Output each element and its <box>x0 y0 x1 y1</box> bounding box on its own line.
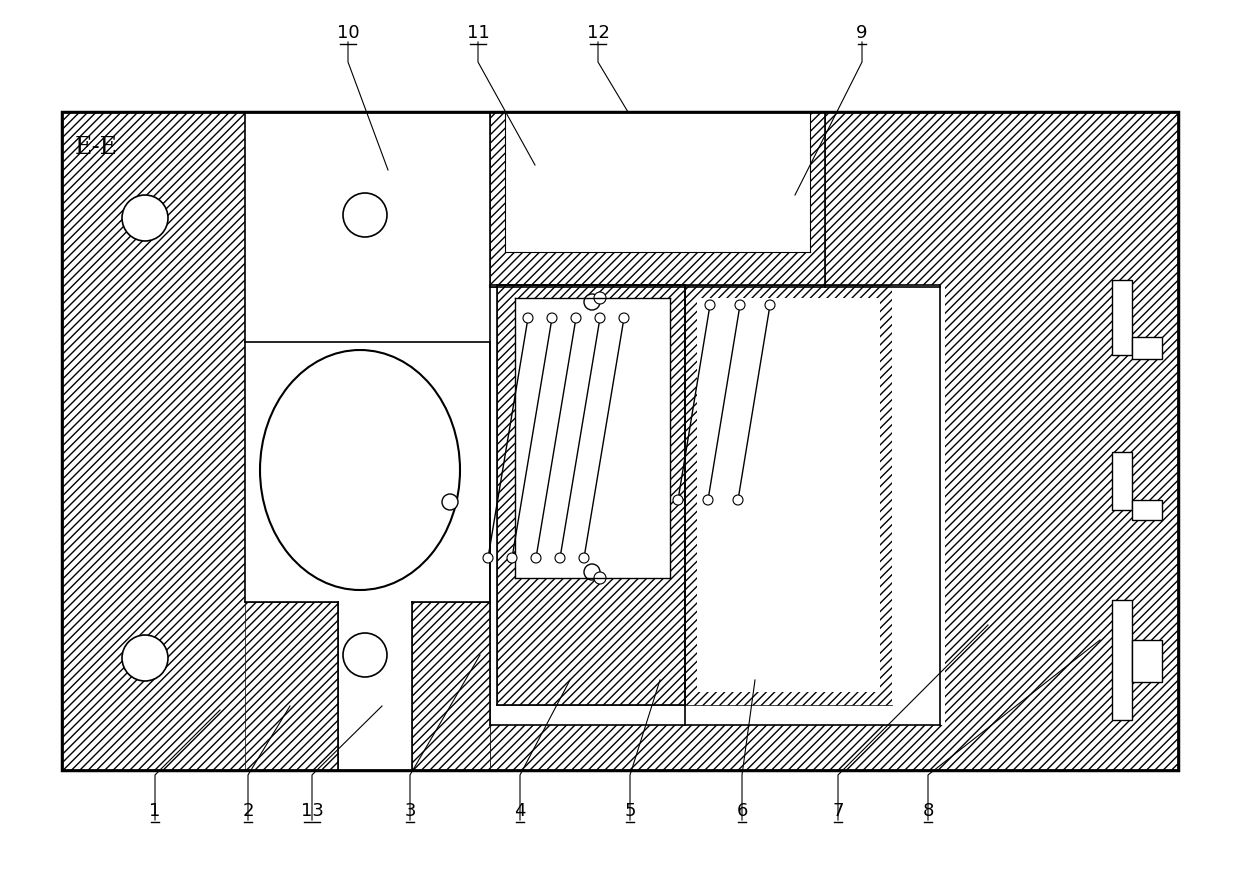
Bar <box>1132 500 1162 520</box>
Bar <box>62 112 490 770</box>
Ellipse shape <box>673 495 683 505</box>
Ellipse shape <box>579 553 589 563</box>
Text: 9: 9 <box>857 24 868 42</box>
Bar <box>490 112 825 287</box>
Text: 4: 4 <box>515 802 526 820</box>
Bar <box>339 602 412 770</box>
Bar <box>62 112 1178 770</box>
Bar <box>1112 600 1132 720</box>
Ellipse shape <box>619 313 629 323</box>
Text: 13: 13 <box>300 802 324 820</box>
Ellipse shape <box>531 553 541 563</box>
Bar <box>1112 280 1132 355</box>
Text: 1: 1 <box>149 802 161 820</box>
Ellipse shape <box>570 313 582 323</box>
Bar <box>505 112 810 252</box>
Ellipse shape <box>484 553 494 563</box>
Ellipse shape <box>703 495 713 505</box>
Bar <box>1112 452 1132 510</box>
Ellipse shape <box>507 553 517 563</box>
Bar <box>1132 337 1162 359</box>
Ellipse shape <box>584 294 600 310</box>
Ellipse shape <box>733 495 743 505</box>
Ellipse shape <box>122 635 167 681</box>
Ellipse shape <box>594 292 606 304</box>
Text: 7: 7 <box>832 802 843 820</box>
Bar <box>490 285 945 725</box>
Bar <box>697 298 880 692</box>
Ellipse shape <box>556 553 565 563</box>
Ellipse shape <box>523 313 533 323</box>
Ellipse shape <box>706 300 715 310</box>
Bar <box>246 112 490 342</box>
Text: 6: 6 <box>737 802 748 820</box>
Bar <box>892 285 940 705</box>
Ellipse shape <box>343 633 387 677</box>
Text: 3: 3 <box>404 802 415 820</box>
Text: 12: 12 <box>587 24 609 42</box>
Bar <box>490 112 1178 770</box>
Bar <box>515 298 670 578</box>
Ellipse shape <box>547 313 557 323</box>
Bar <box>684 285 892 705</box>
Bar <box>497 285 684 705</box>
Ellipse shape <box>441 494 458 510</box>
Bar <box>684 285 892 705</box>
Text: 11: 11 <box>466 24 490 42</box>
Bar <box>246 602 339 770</box>
Text: 2: 2 <box>242 802 254 820</box>
Bar <box>1132 640 1162 682</box>
Bar <box>246 342 490 602</box>
Bar <box>412 602 490 770</box>
Ellipse shape <box>584 564 600 580</box>
Text: 5: 5 <box>624 802 636 820</box>
Ellipse shape <box>735 300 745 310</box>
Ellipse shape <box>595 313 605 323</box>
Ellipse shape <box>343 193 387 237</box>
Ellipse shape <box>594 572 606 584</box>
Text: 8: 8 <box>923 802 934 820</box>
Bar <box>62 112 1178 770</box>
Text: 10: 10 <box>337 24 360 42</box>
Ellipse shape <box>765 300 775 310</box>
Ellipse shape <box>260 350 460 590</box>
Text: E-E: E-E <box>74 137 118 160</box>
Ellipse shape <box>122 195 167 241</box>
